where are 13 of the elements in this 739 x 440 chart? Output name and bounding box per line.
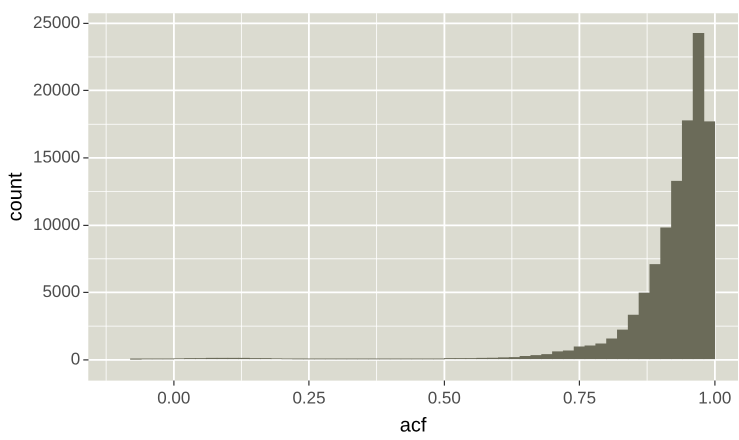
x-tick-label: 1.00 bbox=[698, 388, 732, 408]
x-tick-label: 0.75 bbox=[562, 388, 596, 408]
y-tick-label: 5000 bbox=[42, 282, 80, 302]
y-tick-label: 15000 bbox=[32, 148, 80, 167]
y-axis-title: count bbox=[4, 172, 27, 222]
x-tick-label: 0.00 bbox=[157, 388, 190, 408]
y-tick-label: 20000 bbox=[32, 80, 80, 100]
y-tick-label: 0 bbox=[70, 349, 80, 368]
x-tick-label: 0.50 bbox=[428, 388, 461, 408]
y-tick-label: 25000 bbox=[32, 12, 80, 32]
x-tick-label: 0.25 bbox=[292, 388, 326, 408]
y-tick-label: 10000 bbox=[32, 214, 80, 234]
x-axis-title: acf bbox=[400, 414, 427, 437]
